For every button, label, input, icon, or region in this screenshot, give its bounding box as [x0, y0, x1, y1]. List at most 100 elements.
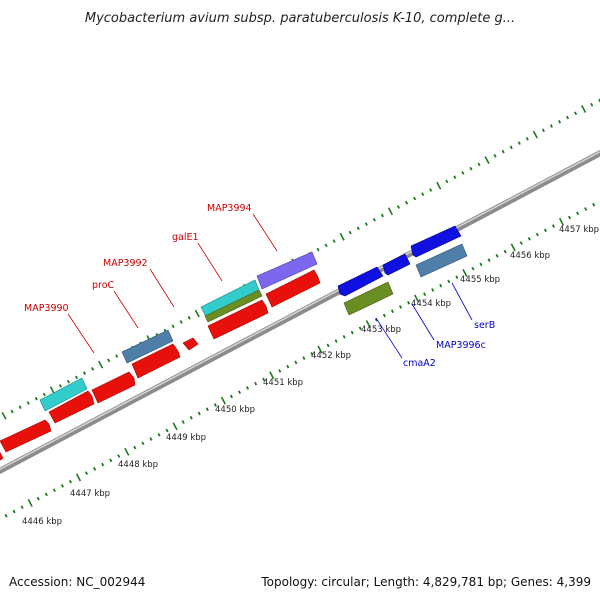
minor-tick [91, 367, 95, 371]
gene-arrow[interactable] [337, 266, 384, 297]
gene-label-map3994[interactable]: MAP3994 [207, 203, 252, 214]
gene-arrow[interactable] [91, 371, 136, 404]
minor-tick [543, 228, 547, 233]
minor-tick [519, 241, 523, 245]
gene-arrow[interactable] [0, 419, 52, 453]
minor-tick [568, 215, 572, 220]
scale-label-4446: 4446 kbp [22, 517, 62, 527]
minor-tick [527, 237, 531, 241]
minor-tick [429, 188, 433, 192]
minor-tick [316, 247, 320, 252]
feature-box[interactable] [256, 251, 318, 290]
feature-box[interactable] [39, 377, 88, 412]
gene-arrow[interactable] [382, 253, 411, 276]
minor-tick [334, 339, 338, 343]
minor-tick [445, 179, 449, 184]
gene-label-cmaa2[interactable]: cmaA2 [403, 358, 436, 369]
minor-tick [42, 392, 46, 397]
gene-label-proc[interactable]: proC [92, 280, 115, 291]
minor-tick [115, 354, 119, 358]
minor-tick [574, 111, 578, 116]
minor-tick [461, 171, 465, 175]
scale-label-4448: 4448 kbp [118, 460, 158, 470]
forward-labels: MAP3990 proC MAP3992 galE1 MAP3994 [24, 203, 252, 314]
minor-tick [431, 288, 435, 292]
minor-tick [205, 407, 209, 412]
gene-label-map3992[interactable]: MAP3992 [103, 258, 148, 269]
major-tick [581, 105, 587, 113]
scale-labels: 4446 kbp 4447 kbp 4448 kbp 4449 kbp 4450… [22, 225, 599, 527]
minor-tick [421, 192, 425, 197]
gene-arrow[interactable] [410, 225, 462, 258]
minor-tick [348, 230, 352, 235]
feature-box[interactable] [121, 329, 174, 364]
minor-tick [396, 205, 401, 209]
minor-tick [189, 415, 193, 420]
minor-tick [310, 352, 314, 356]
minor-tick [495, 254, 499, 258]
major-tick [172, 422, 178, 431]
minor-tick [66, 379, 70, 384]
scale-label-4452: 4452 kbp [311, 351, 351, 361]
minor-tick [52, 488, 56, 493]
minor-tick [356, 226, 360, 231]
scale-label-4453: 4453 kbp [361, 325, 401, 335]
major-tick [27, 499, 33, 507]
minor-tick [551, 224, 555, 228]
scale-label-4450: 4450 kbp [215, 405, 255, 415]
minor-tick [380, 213, 384, 218]
gene-arrow[interactable] [131, 343, 181, 379]
scale-label-4451: 4451 kbp [263, 378, 303, 388]
gene-label-serb[interactable]: serB [474, 320, 495, 331]
forward-genes [0, 269, 321, 464]
gene-label-map3996c[interactable]: MAP3996c [436, 340, 486, 351]
gene-arrow[interactable] [182, 337, 199, 351]
minor-tick [324, 243, 328, 248]
gene-arrow[interactable] [48, 390, 95, 424]
minor-tick [390, 309, 394, 314]
minor-tick [141, 441, 145, 446]
minor-tick [10, 409, 14, 414]
minor-tick [479, 262, 483, 267]
gene-arrow[interactable] [0, 449, 4, 464]
minor-tick [18, 405, 22, 410]
minor-tick [493, 154, 497, 158]
minor-tick [576, 211, 580, 216]
minor-tick [413, 196, 417, 201]
minor-tick [181, 420, 185, 424]
minor-tick [286, 364, 290, 369]
feature-box[interactable] [343, 281, 394, 316]
minor-tick [447, 279, 451, 284]
forward-label-leaders [67, 213, 278, 354]
major-tick [484, 156, 490, 165]
minor-tick [477, 162, 481, 167]
minor-tick [439, 283, 443, 288]
minor-tick [36, 496, 40, 501]
gene-arrow[interactable] [265, 269, 321, 308]
scale-label-4455: 4455 kbp [460, 275, 500, 285]
gene-arrow[interactable] [207, 299, 269, 340]
major-tick [124, 447, 130, 456]
scale-label-4457: 4457 kbp [559, 225, 599, 235]
major-tick [1, 411, 7, 420]
minor-tick [487, 258, 491, 262]
minor-tick [372, 217, 376, 222]
minor-tick [213, 403, 217, 407]
minor-tick [20, 505, 24, 510]
major-tick [532, 130, 538, 139]
minor-tick [364, 222, 368, 226]
minor-tick [246, 386, 250, 390]
minor-tick [229, 394, 233, 399]
gene-label-gale1[interactable]: galE1 [172, 232, 199, 243]
minor-tick [525, 137, 529, 141]
feature-box[interactable] [204, 289, 263, 323]
minor-tick [535, 232, 539, 237]
backbone [0, 149, 600, 475]
genome-stats-text: Topology: circular; Length: 4,829,781 bp… [260, 575, 591, 589]
minor-tick [107, 358, 111, 363]
minor-tick [407, 300, 411, 305]
minor-tick [197, 411, 201, 416]
feature-box[interactable] [415, 243, 468, 278]
gene-label-map3990[interactable]: MAP3990 [24, 303, 69, 314]
minor-tick [590, 102, 594, 107]
